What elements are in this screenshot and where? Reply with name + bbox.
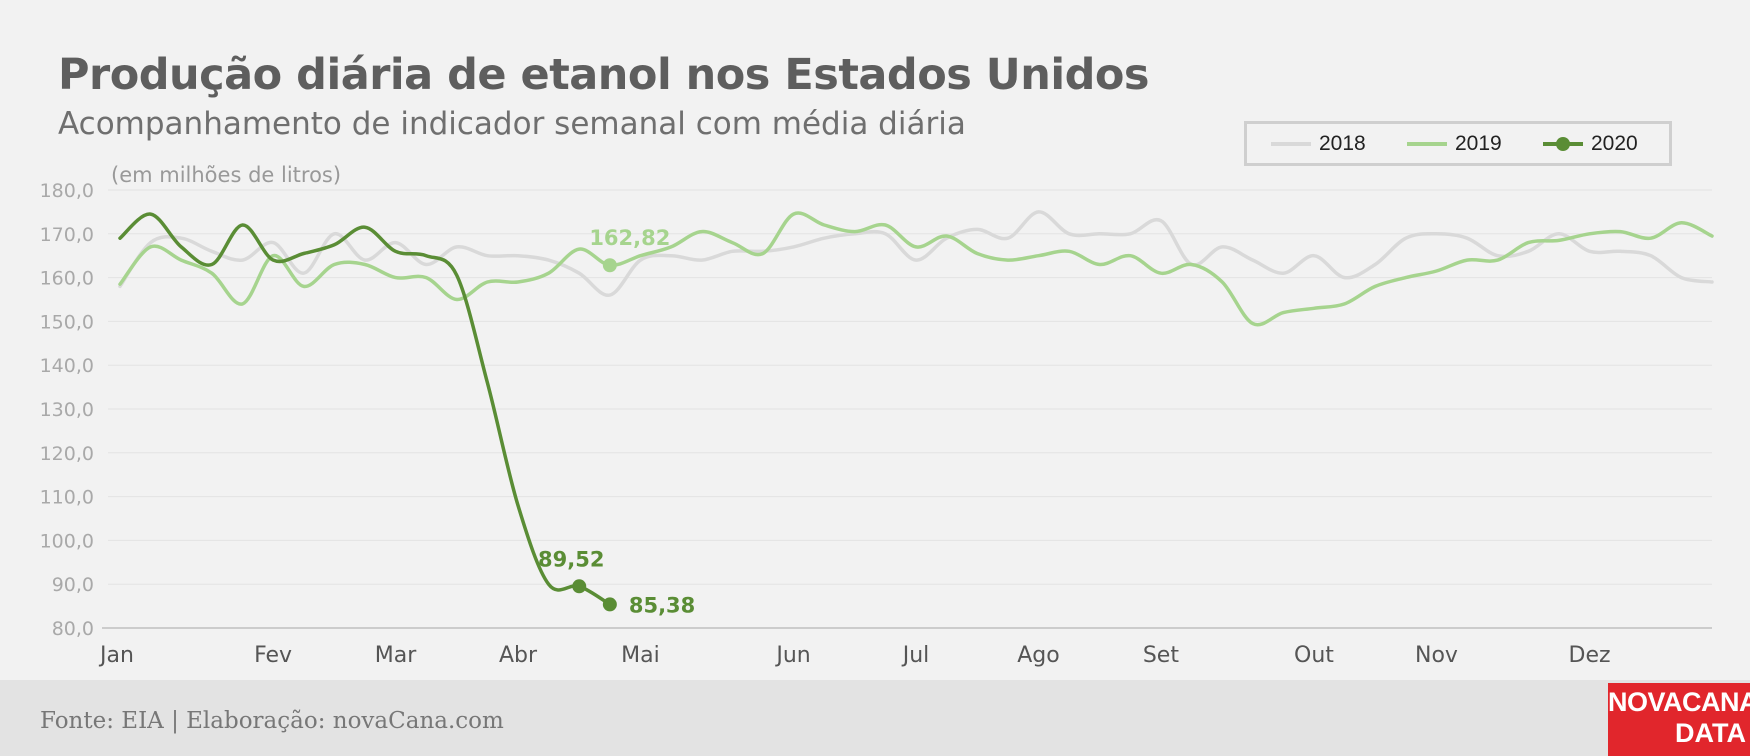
legend-label-2019: 2019	[1455, 131, 1502, 155]
chart-legend: 2018 2019 2020	[1244, 121, 1672, 166]
data-marker-2019	[602, 258, 617, 273]
y-tick-label: 150,0	[40, 311, 94, 333]
chart-subtitle: Acompanhamento de indicador semanal com …	[58, 106, 966, 142]
chart-title: Produção diária de etanol nos Estados Un…	[58, 50, 1149, 100]
y-tick-label: 90,0	[52, 574, 94, 596]
legend-swatch-2019	[1407, 141, 1447, 146]
data-marker-2020	[602, 597, 617, 612]
y-tick-label: 120,0	[40, 443, 94, 465]
y-tick-label: 80,0	[52, 618, 94, 640]
x-tick-label: Abr	[499, 643, 538, 668]
legend-swatch-2018	[1271, 141, 1311, 146]
legend-item-2020: 2020	[1543, 124, 1638, 163]
series-line-2018	[118, 210, 1714, 297]
y-tick-label: 100,0	[40, 530, 94, 552]
y-tick-label: 110,0	[40, 487, 94, 509]
y-tick-label: 180,0	[40, 180, 94, 202]
y-tick-label: 130,0	[40, 399, 94, 421]
x-tick-label: Out	[1294, 643, 1334, 668]
data-label-2020: 89,52	[538, 547, 604, 571]
x-tick-label: Dez	[1569, 643, 1611, 668]
legend-swatch-2020	[1543, 136, 1583, 151]
y-tick-label: 160,0	[40, 268, 94, 290]
series-line-2020	[118, 212, 612, 607]
logo-line-2: DATA	[1675, 718, 1746, 748]
novacana-data-logo: NOVACANA DATA	[1608, 683, 1750, 756]
y-tick-label: 140,0	[40, 355, 94, 377]
chart: (em milhões de litros) 80,0 90,0 100,0 110,0…	[40, 163, 1714, 668]
legend-label-2018: 2018	[1319, 131, 1366, 155]
legend-label-2020: 2020	[1591, 131, 1638, 155]
data-label-2020: 85,38	[629, 593, 695, 617]
data-label-2019: 162,82	[589, 226, 670, 250]
x-tick-label: Jan	[98, 643, 134, 668]
y-unit-label: (em milhões de litros)	[111, 163, 341, 187]
x-tick-label: Nov	[1415, 643, 1458, 668]
data-marker-2020	[572, 579, 587, 594]
logo-line-1: NOVACANA	[1608, 687, 1750, 717]
x-tick-label: Ago	[1017, 643, 1059, 668]
legend-item-2018: 2018	[1271, 124, 1366, 163]
x-tick-label: Fev	[254, 643, 292, 668]
x-tick-label: Mar	[375, 643, 417, 668]
x-tick-label: Mai	[621, 643, 660, 668]
x-tick-label: Set	[1143, 643, 1180, 668]
source-note: Fonte: EIA | Elaboração: novaCana.com	[40, 708, 504, 734]
series-line-2019	[118, 211, 1714, 327]
legend-item-2019: 2019	[1407, 124, 1502, 163]
legend-marker-2020	[1556, 136, 1570, 151]
footer-bar	[0, 680, 1750, 756]
y-tick-label: 170,0	[40, 224, 94, 246]
x-tick-label: Jul	[901, 643, 930, 668]
x-tick-label: Jun	[774, 643, 810, 668]
